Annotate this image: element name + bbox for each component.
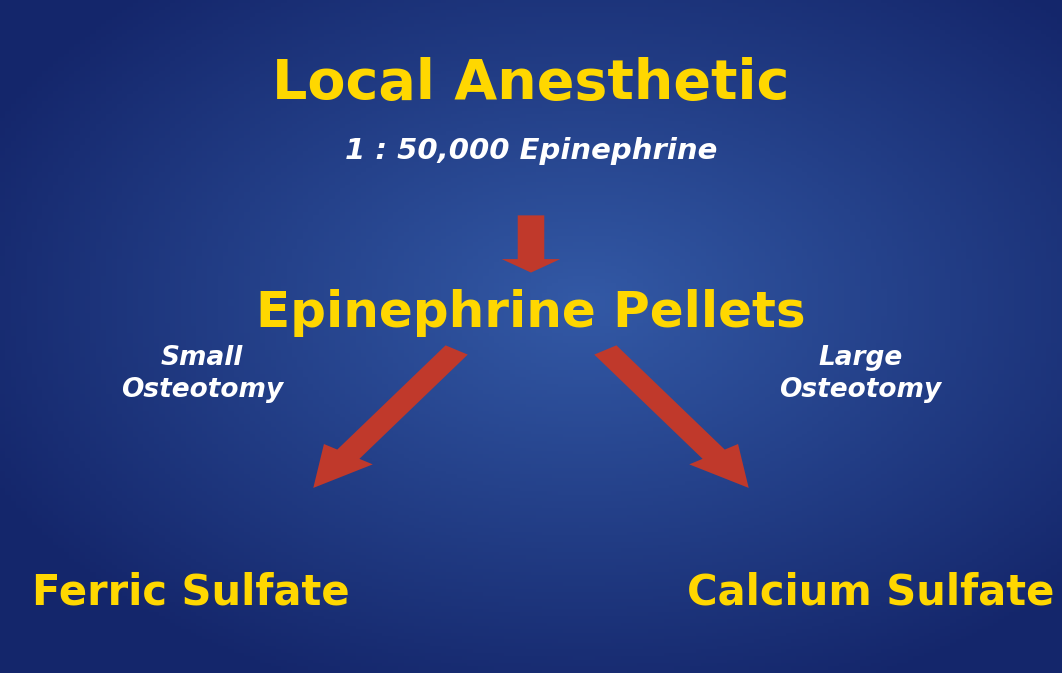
Text: 1 : 50,000 Epinephrine: 1 : 50,000 Epinephrine <box>345 137 717 166</box>
Text: Large
Osteotomy: Large Osteotomy <box>780 345 941 402</box>
Polygon shape <box>313 345 467 488</box>
Text: Small
Osteotomy: Small Osteotomy <box>121 345 282 402</box>
Polygon shape <box>595 345 749 488</box>
Text: Ferric Sulfate: Ferric Sulfate <box>32 571 350 613</box>
Text: Calcium Sulfate: Calcium Sulfate <box>687 571 1055 613</box>
Polygon shape <box>501 215 560 273</box>
Text: Local Anesthetic: Local Anesthetic <box>272 57 790 111</box>
Text: Epinephrine Pellets: Epinephrine Pellets <box>256 289 806 337</box>
